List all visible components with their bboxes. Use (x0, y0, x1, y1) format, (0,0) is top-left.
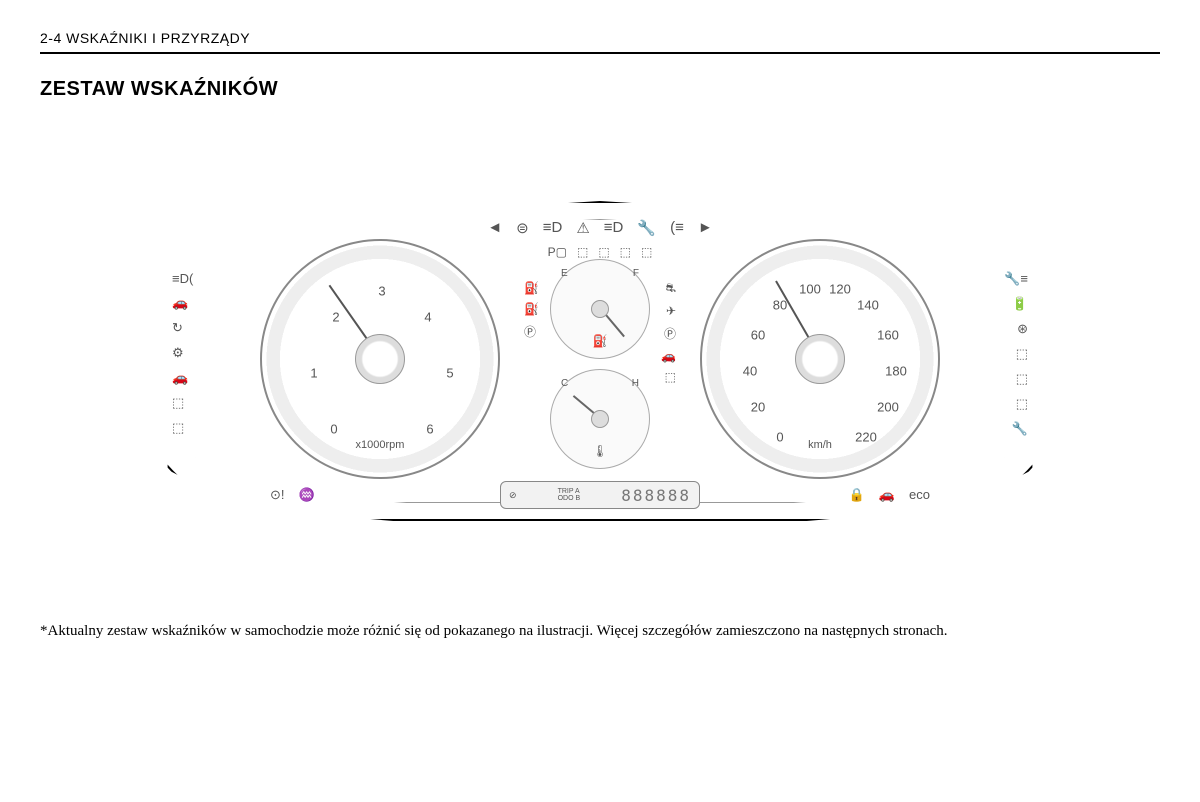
telltale-icon: 🚗 (172, 295, 193, 311)
telltale-icon: 🔧 (1012, 421, 1028, 437)
telltale-icon: ⬚ (1016, 346, 1028, 362)
telltale-icon: eco (909, 487, 930, 503)
telltale-icon: ⬚ (172, 395, 193, 411)
gauge-number: 100 (799, 282, 821, 297)
telltale-icon: 🔋 (1012, 296, 1028, 312)
telltale-row-bottom-left: ⊙! ♒ (270, 487, 315, 503)
telltale-icon: 🔧≡ (1004, 271, 1028, 287)
page-ref: 2-4 (40, 30, 62, 46)
fuel-empty-label: E (561, 268, 568, 279)
telltale-icon: ⬚ (1016, 396, 1028, 412)
gauge-number: 6 (426, 422, 433, 437)
seatbelt-lcd-icon: ⊘ (509, 490, 517, 501)
footnote-text: *Aktualny zestaw wskaźników w samochodzi… (40, 621, 1160, 641)
temp-cold-label: C (561, 378, 568, 389)
fuel-hub (591, 300, 609, 318)
fuel-icon: ⛽ (593, 334, 608, 348)
instrument-cluster: ◄⊜≡D⚠≡D🔧(≡► P▢⬚⬚⬚⬚ ≡D(🚗↻⚙🚗⬚⬚ 🔧≡🔋⊛⬚⬚⬚🔧 ⛽⛽… (130, 201, 1070, 521)
gauge-number: 160 (877, 328, 899, 343)
telltale-icon: ⬚ (665, 370, 676, 384)
fuel-full-label: F (633, 268, 639, 279)
tachometer-gauge: 0 1 2 3 4 5 6 x1000rpm (260, 239, 500, 479)
telltale-icon: ⚠ (576, 219, 589, 237)
telltale-icon: ⬚ (620, 245, 631, 259)
telltale-icon: ⬚ (641, 245, 652, 259)
temp-gauge: C H 🌡 (550, 369, 650, 469)
telltale-icon: P▢ (548, 245, 567, 259)
telltale-icon: Ⓟ (524, 323, 539, 340)
telltale-icon: Ⓟ (664, 325, 676, 342)
gauge-number: 180 (885, 364, 907, 379)
trip-label: TRIP A (558, 488, 580, 495)
header-rule (40, 52, 1160, 54)
telltale-icon: 🔧 (637, 219, 656, 237)
temp-hot-label: H (632, 378, 639, 389)
gauge-number: 4 (424, 310, 431, 325)
lcd-digits: 888888 (621, 486, 691, 505)
gauge-number: 0 (776, 430, 783, 445)
gauge-number: 60 (751, 328, 765, 343)
gauge-number: 20 (751, 400, 765, 415)
telltale-icon: ≡D (543, 219, 563, 237)
telltale-icon: 🚗 (661, 349, 676, 363)
page-header: 2-4 WSKAŹNIKI I PRZYRZĄDY (40, 30, 1160, 46)
gauge-number: 200 (877, 400, 899, 415)
gauge-number: 2 (332, 310, 339, 325)
telltale-icon: ⛽ (524, 281, 539, 295)
telltale-row-bottom-right: 🔒 🚗 eco (849, 487, 930, 503)
temp-icon: 🌡 (592, 444, 607, 458)
speedometer-gauge: 020406080100120140160180200220 km/h (700, 239, 940, 479)
gauge-number: 0 (330, 422, 337, 437)
telltale-icon: ⚙ (172, 345, 193, 361)
telltale-icon: ⬚ (1016, 371, 1028, 387)
gauge-number: 120 (829, 282, 851, 297)
speed-hub (795, 334, 845, 384)
telltale-icon: 🚗 (172, 370, 193, 386)
telltale-row-mid: P▢ ⬚ ⬚ ⬚ ⬚ (548, 245, 653, 259)
trip-odo-lcd: ⊘ TRIP A ODO B 888888 (500, 481, 700, 509)
telltale-icon: ✈ (666, 304, 676, 318)
telltale-icon: ⬚ (577, 245, 588, 259)
telltale-icon: ♒ (299, 487, 315, 503)
fuel-gauge: E F ⛽ (550, 259, 650, 359)
speed-label: km/h (808, 439, 832, 451)
telltale-icon: ⊜ (516, 219, 529, 237)
section-name: WSKAŹNIKI I PRZYRZĄDY (66, 30, 250, 46)
telltale-col-far-right: 🔧≡ 🔋 ⊛ ⬚ ⬚ ⬚ 🔧 (1004, 271, 1028, 437)
gauge-number: 40 (743, 364, 757, 379)
telltale-col-center-right: ⛐ ✈ Ⓟ 🚗 ⬚ (661, 281, 676, 384)
gauge-number: 5 (446, 366, 453, 381)
telltale-icon: ⛐ (666, 281, 676, 297)
telltale-icon: ≡D (604, 219, 624, 237)
gauge-number: 220 (855, 430, 877, 445)
telltale-icon: ⛽ (524, 302, 539, 316)
telltale-row-top: ◄ ⊜ ≡D ⚠ ≡D 🔧 (≡ ► (487, 219, 712, 237)
telltale-icon: ◄ (487, 219, 502, 237)
telltale-icon: ⬚ (598, 245, 609, 259)
telltale-icon: ► (698, 219, 713, 237)
telltale-col-center-left: ⛽ ⛽ Ⓟ (524, 281, 539, 340)
tach-label: x1000rpm (356, 439, 405, 451)
telltale-col-far-left: ≡D( 🚗 ↻ ⚙ 🚗 ⬚ ⬚ (172, 271, 193, 436)
telltale-icon: 🚗 (879, 487, 895, 503)
telltale-icon: (≡ (670, 219, 684, 237)
telltale-icon: ⬚ (172, 420, 193, 436)
page-title: ZESTAW WSKAŹNIKÓW (40, 78, 1160, 101)
telltale-icon: ↻ (172, 320, 193, 336)
telltale-icon: ⊛ (1017, 321, 1028, 337)
gauge-number: 1 (310, 366, 317, 381)
gauge-number: 140 (857, 298, 879, 313)
gauge-number: 3 (378, 284, 385, 299)
telltale-icon: 🔒 (849, 487, 865, 503)
tach-hub (355, 334, 405, 384)
odo-label: ODO B (558, 495, 581, 502)
telltale-icon: ⊙! (270, 487, 285, 503)
temp-hub (591, 410, 609, 428)
telltale-icon: ≡D( (172, 271, 193, 286)
